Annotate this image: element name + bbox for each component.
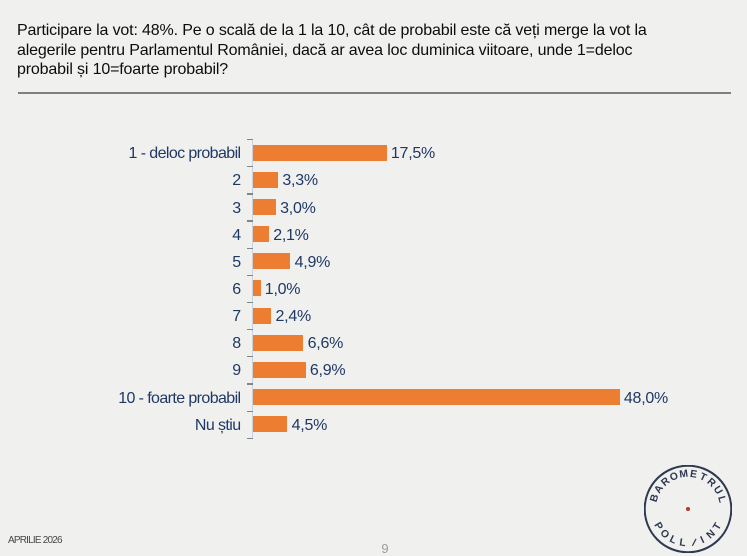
svg-text:L: L <box>715 494 728 504</box>
svg-text:T: T <box>697 471 708 484</box>
svg-text:P: P <box>651 520 664 532</box>
svg-text:L: L <box>667 533 678 546</box>
svg-text:/: / <box>690 537 696 548</box>
svg-text:I: I <box>699 534 706 545</box>
svg-text:O: O <box>668 470 680 483</box>
svg-text:B: B <box>648 492 661 503</box>
svg-text:L: L <box>678 537 687 549</box>
svg-text:T: T <box>711 520 724 532</box>
svg-text:M: M <box>678 468 688 480</box>
svg-text:E: E <box>689 468 698 480</box>
